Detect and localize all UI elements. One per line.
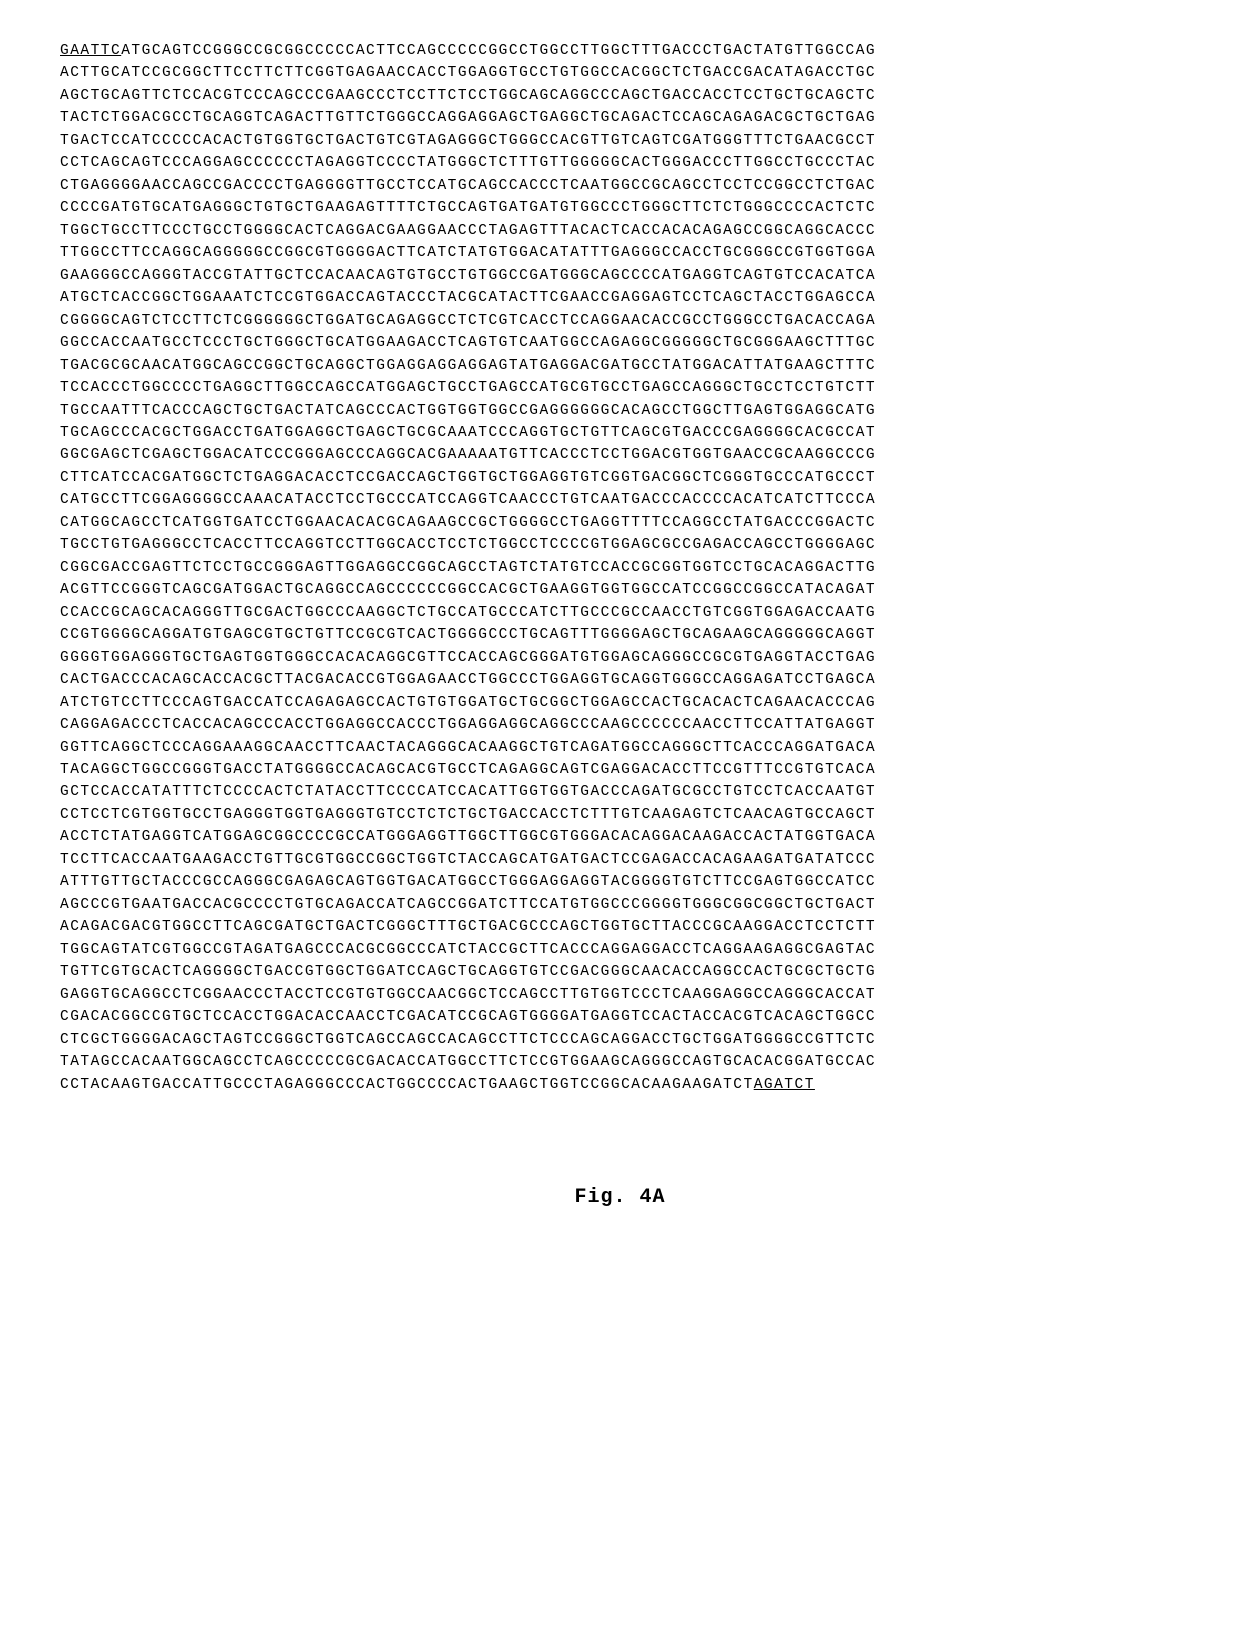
sequence-line: ACGTTCCGGGTCAGCGATGGACTGCAGGCCAGCCCCCCGG… [60,579,1180,601]
sequence-line: GAAGGGCCAGGGTACCGTATTGCTCCACAACAGTGTGCCT… [60,265,1180,287]
sequence-line: TATAGCCACAATGGCAGCCTCAGCCCCCGCGACACCATGG… [60,1051,1180,1073]
sequence-line: CCTACAAGTGACCATTGCCCTAGAGGGCCCACTGGCCCCA… [60,1074,1180,1096]
figure-label: Fig. 4A [60,1186,1180,1209]
restriction-site-end: AGATCT [754,1077,815,1093]
sequence-line: CCTCAGCAGTCCCAGGAGCCCCCCTAGAGGTCCCCTATGG… [60,152,1180,174]
sequence-line: GAGGTGCAGGCCTCGGAACCCTACCTCCGTGTGGCCAACG… [60,984,1180,1006]
sequence-line: ATTTGTTGCTACCCGCCAGGGCGAGAGCAGTGGTGACATG… [60,871,1180,893]
sequence-line: TGGCTGCCTTCCCTGCCTGGGGCACTCAGGACGAAGGAAC… [60,220,1180,242]
sequence-line: GAATTCATGCAGTCCGGGCCGCGGCCCCCACTTCCAGCCC… [60,40,1180,62]
sequence-line: ACCTCTATGAGGTCATGGAGCGGCCCCGCCATGGGAGGTT… [60,826,1180,848]
sequence-line: CCTCCTCGTGGTGCCTGAGGGTGGTGAGGGTGTCCTCTCT… [60,804,1180,826]
sequence-line: CAGGAGACCCTCACCACAGCCCACCTGGAGGCCACCCTGG… [60,714,1180,736]
sequence-line: CATGCCTTCGGAGGGGCCAAACATACCTCCTGCCCATCCA… [60,489,1180,511]
sequence-line: CATGGCAGCCTCATGGTGATCCTGGAACACACGCAGAAGC… [60,512,1180,534]
sequence-line: CACTGACCCACAGCACCACGCTTACGACACCGTGGAGAAC… [60,669,1180,691]
sequence-line: TGACTCCATCCCCCACACTGTGGTGCTGACTGTCGTAGAG… [60,130,1180,152]
sequence-line: AGCCCGTGAATGACCACGCCCCTGTGCAGACCATCAGCCG… [60,894,1180,916]
sequence-line: CGGGGCAGTCTCCTTCTCGGGGGGCTGGATGCAGAGGCCT… [60,310,1180,332]
sequence-text: ATGCAGTCCGGGCCGCGGCCCCCACTTCCAGCCCCCGGCC… [121,43,876,59]
sequence-line: CTCGCTGGGGACAGCTAGTCCGGGCTGGTCAGCCAGCCAC… [60,1029,1180,1051]
sequence-line: ACTTGCATCCGCGGCTTCCTTCTTCGGTGAGAACCACCTG… [60,62,1180,84]
sequence-line: TTGGCCTTCCAGGCAGGGGGCCGGCGTGGGGACTTCATCT… [60,242,1180,264]
sequence-line: TCCTTCACCAATGAAGACCTGTTGCGTGGCCGGCTGGTCT… [60,849,1180,871]
sequence-line: CCACCGCAGCACAGGGTTGCGACTGGCCCAAGGCTCTGCC… [60,602,1180,624]
sequence-line: CCGTGGGGCAGGATGTGAGCGTGCTGTTCCGCGTCACTGG… [60,624,1180,646]
sequence-line: CTTCATCCACGATGGCTCTGAGGACACCTCCGACCAGCTG… [60,467,1180,489]
sequence-text: CCTACAAGTGACCATTGCCCTAGAGGGCCCACTGGCCCCA… [60,1077,754,1093]
sequence-line: GGTTCAGGCTCCCAGGAAAGGCAACCTTCAACTACAGGGC… [60,737,1180,759]
sequence-line: GGCGAGCTCGAGCTGGACATCCCGGGAGCCCAGGCACGAA… [60,444,1180,466]
sequence-line: ACAGACGACGTGGCCTTCAGCGATGCTGACTCGGGCTTTG… [60,916,1180,938]
sequence-line: TGGCAGTATCGTGGCCGTAGATGAGCCCACGCGGCCCATC… [60,939,1180,961]
sequence-line: TCCACCCTGGCCCCTGAGGCTTGGCCAGCCATGGAGCTGC… [60,377,1180,399]
restriction-site-start: GAATTC [60,43,121,59]
sequence-line: AGCTGCAGTTCTCCACGTCCCAGCCCGAAGCCCTCCTTCT… [60,85,1180,107]
sequence-line: CGGCGACCGAGTTCTCCTGCCGGGAGTTGGAGGCCGGCAG… [60,557,1180,579]
sequence-line: CCCCGATGTGCATGAGGGCTGTGCTGAAGAGTTTTCTGCC… [60,197,1180,219]
sequence-line: CGACACGGCCGTGCTCCACCTGGACACCAACCTCGACATC… [60,1006,1180,1028]
sequence-line: ATCTGTCCTTCCCAGTGACCATCCAGAGAGCCACTGTGTG… [60,692,1180,714]
sequence-line: TGCAGCCCACGCTGGACCTGATGGAGGCTGAGCTGCGCAA… [60,422,1180,444]
sequence-line: TACTCTGGACGCCTGCAGGTCAGACTTGTTCTGGGCCAGG… [60,107,1180,129]
dna-sequence-block: GAATTCATGCAGTCCGGGCCGCGGCCCCCACTTCCAGCCC… [60,40,1180,1096]
sequence-line: TGACGCGCAACATGGCAGCCGGCTGCAGGCTGGAGGAGGA… [60,355,1180,377]
sequence-line: TGCCAATTTCACCCAGCTGCTGACTATCAGCCCACTGGTG… [60,400,1180,422]
sequence-line: ATGCTCACCGGCTGGAAATCTCCGTGGACCAGTACCCTAC… [60,287,1180,309]
sequence-line: CTGAGGGGAACCAGCCGACCCCTGAGGGGTTGCCTCCATG… [60,175,1180,197]
sequence-line: GGGGTGGAGGGTGCTGAGTGGTGGGCCACACAGGCGTTCC… [60,647,1180,669]
sequence-line: TGCCTGTGAGGGCCTCACCTTCCAGGTCCTTGGCACCTCC… [60,534,1180,556]
sequence-line: GGCCACCAATGCCTCCCTGCTGGGCTGCATGGAAGACCTC… [60,332,1180,354]
sequence-line: GCTCCACCATATTTCTCCCCACTCTATACCTTCCCCATCC… [60,781,1180,803]
sequence-line: TACAGGCTGGCCGGGTGACCTATGGGGCCACAGCACGTGC… [60,759,1180,781]
sequence-line: TGTTCGTGCACTCAGGGGCTGACCGTGGCTGGATCCAGCT… [60,961,1180,983]
